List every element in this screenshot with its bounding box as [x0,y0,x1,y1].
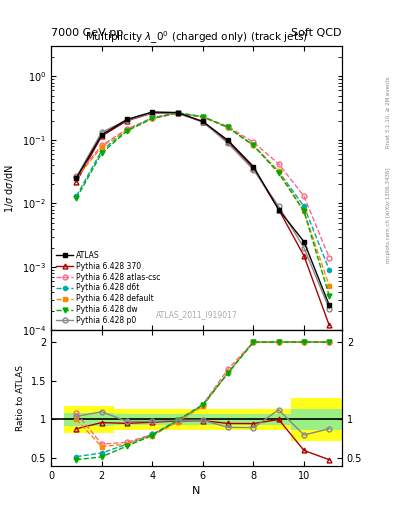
Pythia 6.428 370 [99,133,104,139]
Pythia 6.428 370 [327,323,332,329]
Pythia 6.428 p0 [175,110,180,116]
Pythia 6.428 atlas-csc [74,173,79,179]
Pythia 6.428 default [251,142,256,148]
Pythia 6.428 atlas-csc [150,115,154,121]
Pythia 6.428 d6t [74,193,79,199]
Pythia 6.428 dw [276,170,281,176]
ATLAS [251,163,256,169]
Pythia 6.428 d6t [327,267,332,273]
Pythia 6.428 370 [150,110,154,116]
Pythia 6.428 d6t [301,203,306,209]
Title: Multiplicity $\lambda\_0^0$ (charged only) (track jets): Multiplicity $\lambda\_0^0$ (charged onl… [85,30,308,46]
ATLAS [99,132,104,138]
Pythia 6.428 default [301,208,306,215]
Pythia 6.428 d6t [276,168,281,175]
ATLAS [150,109,154,115]
Pythia 6.428 dw [99,150,104,156]
Pythia 6.428 p0 [99,129,104,135]
Text: 7000 GeV pp: 7000 GeV pp [51,28,123,38]
Line: ATLAS: ATLAS [74,110,332,308]
Pythia 6.428 dw [125,128,129,134]
Pythia 6.428 p0 [327,306,332,312]
Pythia 6.428 370 [301,253,306,259]
Pythia 6.428 dw [200,114,205,120]
Pythia 6.428 p0 [301,245,306,251]
ATLAS [200,118,205,124]
Pythia 6.428 default [150,115,154,121]
ATLAS [301,239,306,245]
Pythia 6.428 atlas-csc [251,139,256,145]
Pythia 6.428 atlas-csc [175,110,180,116]
Pythia 6.428 p0 [150,110,154,116]
ATLAS [226,137,230,143]
Y-axis label: 1/$\sigma$ d$\sigma$/dN: 1/$\sigma$ d$\sigma$/dN [4,164,17,213]
Pythia 6.428 p0 [200,119,205,125]
Pythia 6.428 d6t [150,115,154,121]
Pythia 6.428 dw [150,115,154,121]
ATLAS [276,206,281,212]
Text: mcplots.cern.ch [arXiv:1306.3436]: mcplots.cern.ch [arXiv:1306.3436] [386,167,391,263]
Pythia 6.428 370 [200,119,205,125]
Pythia 6.428 d6t [251,142,256,148]
Line: Pythia 6.428 p0: Pythia 6.428 p0 [74,110,332,311]
Line: Pythia 6.428 dw: Pythia 6.428 dw [74,111,332,298]
ATLAS [175,110,180,116]
Pythia 6.428 default [226,124,230,131]
Pythia 6.428 370 [251,165,256,171]
Text: Soft QCD: Soft QCD [292,28,342,38]
Pythia 6.428 atlas-csc [226,123,230,130]
Pythia 6.428 atlas-csc [276,161,281,167]
Pythia 6.428 dw [175,110,180,116]
Pythia 6.428 370 [276,206,281,212]
Pythia 6.428 dw [251,142,256,148]
Line: Pythia 6.428 default: Pythia 6.428 default [74,111,331,288]
ATLAS [327,302,332,308]
Pythia 6.428 default [74,175,79,181]
Pythia 6.428 dw [301,208,306,215]
Pythia 6.428 d6t [175,110,180,116]
ATLAS [74,175,79,181]
Line: Pythia 6.428 atlas-csc: Pythia 6.428 atlas-csc [74,111,332,260]
Pythia 6.428 default [276,168,281,175]
Text: ATLAS_2011_I919017: ATLAS_2011_I919017 [156,310,237,319]
Pythia 6.428 default [99,144,104,150]
Pythia 6.428 atlas-csc [200,114,205,120]
Line: Pythia 6.428 d6t: Pythia 6.428 d6t [74,111,331,272]
Pythia 6.428 p0 [251,166,256,173]
Pythia 6.428 atlas-csc [125,126,129,132]
Pythia 6.428 dw [226,124,230,131]
Line: Pythia 6.428 370: Pythia 6.428 370 [74,111,332,328]
Text: Rivet 3.1.10, ≥ 2M events: Rivet 3.1.10, ≥ 2M events [386,77,391,148]
Pythia 6.428 d6t [200,114,205,120]
Pythia 6.428 default [125,127,129,133]
Pythia 6.428 p0 [276,203,281,209]
Pythia 6.428 d6t [226,124,230,131]
Pythia 6.428 dw [74,196,79,202]
ATLAS [125,116,129,122]
Pythia 6.428 d6t [125,127,129,133]
Pythia 6.428 default [327,283,332,289]
Pythia 6.428 370 [74,179,79,185]
Pythia 6.428 d6t [99,147,104,154]
Pythia 6.428 default [175,110,180,116]
Pythia 6.428 atlas-csc [327,254,332,261]
Pythia 6.428 p0 [125,117,129,123]
Pythia 6.428 370 [175,110,180,116]
Pythia 6.428 atlas-csc [301,193,306,199]
Pythia 6.428 370 [125,118,129,124]
Pythia 6.428 atlas-csc [99,142,104,148]
Pythia 6.428 370 [226,139,230,145]
Pythia 6.428 dw [327,293,332,299]
Legend: ATLAS, Pythia 6.428 370, Pythia 6.428 atlas-csc, Pythia 6.428 d6t, Pythia 6.428 : ATLAS, Pythia 6.428 370, Pythia 6.428 at… [55,249,162,327]
X-axis label: N: N [192,486,201,496]
Pythia 6.428 default [200,114,205,120]
Pythia 6.428 p0 [74,174,79,180]
Pythia 6.428 p0 [226,140,230,146]
Y-axis label: Ratio to ATLAS: Ratio to ATLAS [16,365,25,431]
